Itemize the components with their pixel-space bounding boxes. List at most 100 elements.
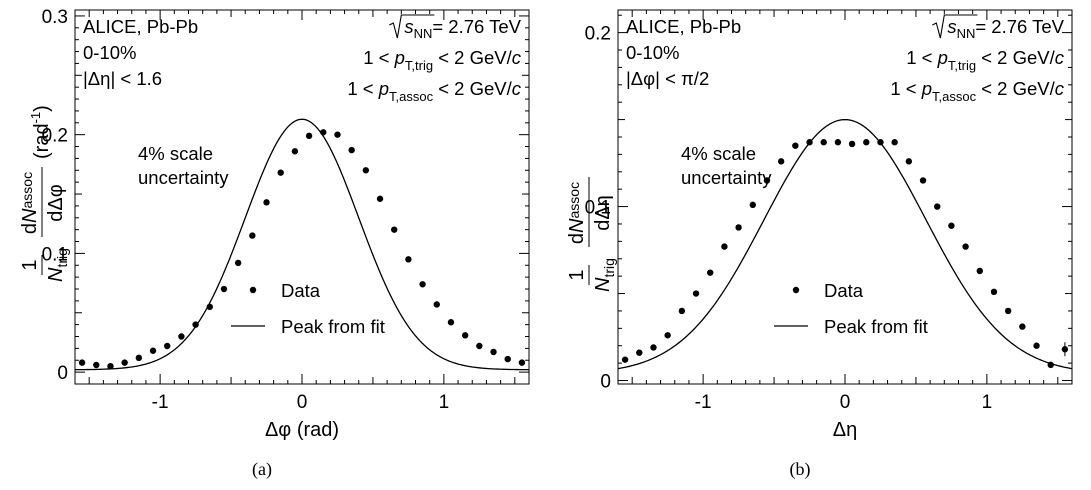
fit-curve xyxy=(617,118,1073,370)
scale-note-1-part: uncertainty xyxy=(681,167,772,188)
annotation-passoc-part: 1 < xyxy=(890,78,921,99)
y-tick-label: 0.2 xyxy=(585,24,611,45)
y-tick-label: 0.1 xyxy=(585,198,611,219)
annotation-ptrig: 1 < pT,trig < 2 GeV/c xyxy=(906,47,1065,73)
data-point xyxy=(650,344,657,351)
data-point xyxy=(391,226,398,233)
y-label-numerator-part: N xyxy=(19,208,41,223)
y-label-prefix: 1 xyxy=(19,259,41,270)
annotation-ptrig-part: T,trig xyxy=(405,58,433,73)
data-point xyxy=(692,290,700,297)
chart-panel-a: -1 0 1 0 0.1 0.2 0.3 ALICE, Pb-Pb 0-10% |Δη| < 1.… xyxy=(19,7,530,480)
data-point xyxy=(433,301,440,308)
data-point xyxy=(834,139,842,146)
data-point xyxy=(93,361,100,369)
scale-note-0-part: 4% scale xyxy=(681,143,756,164)
x-tick-label: 0 xyxy=(840,392,851,413)
y-label-numerator-part: assoc xyxy=(19,172,35,209)
sqrt-symbol xyxy=(932,14,978,39)
panel-caption-part: (b) xyxy=(790,459,811,480)
y-label-unit: (rad-1) xyxy=(28,105,53,159)
annotation-passoc: 1 < pT,assoc < 2 GeV/c xyxy=(890,78,1064,104)
fit-curve xyxy=(74,118,530,371)
sqrt-symbol xyxy=(389,14,435,39)
annotation-passoc-part: p xyxy=(921,78,932,99)
annotation-passoc-part: c xyxy=(1055,78,1065,99)
data-point xyxy=(777,158,785,165)
data-point xyxy=(863,139,870,146)
y-tick-label: 0.1 xyxy=(42,244,68,265)
data-point xyxy=(461,332,469,339)
data-point xyxy=(990,288,998,296)
data-point xyxy=(490,348,497,356)
scale-note-0: 4% scale xyxy=(681,143,756,164)
annotation-left-0-part: ALICE, Pb-Pb xyxy=(83,16,198,37)
y-label-unit-part: ) xyxy=(31,105,53,112)
legend-fit-label: Peak from fit xyxy=(281,316,385,337)
data-point xyxy=(735,224,742,231)
annotation-energy-part: = 2.76 TeV xyxy=(432,16,521,37)
annotation-ptrig-part: < 2 GeV/ xyxy=(433,47,513,68)
x-tick-label-part: 1 xyxy=(982,392,993,413)
legend-fit-label-part: Peak from fit xyxy=(824,316,928,337)
y-label-prefix-part: 1 xyxy=(19,259,41,270)
annotation-left-1-part: 0-10% xyxy=(626,42,679,63)
y-label-prefix: 1 xyxy=(566,269,588,280)
data-point xyxy=(334,131,341,138)
y-label-numerator: dNassoc xyxy=(19,172,41,234)
data-point xyxy=(178,333,185,340)
chart-panel-b: -1 0 1 0 0.1 0.2 ALICE, Pb-Pb 0-10% |Δφ| < π/2 =… xyxy=(566,9,1073,480)
data-point xyxy=(376,195,384,202)
data-point xyxy=(848,140,856,148)
data-point xyxy=(664,332,671,339)
data-point xyxy=(263,199,270,206)
x-axis-label: Δφ (rad) xyxy=(265,419,339,441)
data-point xyxy=(948,222,955,229)
x-tick-label-part: 1 xyxy=(439,392,450,413)
legend-data-label-part: Data xyxy=(824,280,864,301)
data-point xyxy=(905,158,913,165)
data-point xyxy=(78,359,86,366)
scale-note-1: uncertainty xyxy=(681,167,772,188)
annotation-passoc-part: p xyxy=(378,78,389,99)
annotation-ptrig-part: c xyxy=(512,47,522,68)
y-label-denominator-part: trig xyxy=(601,258,617,277)
annotation-left-1: 0-10% xyxy=(626,42,679,63)
annotation-sqrt-s-part: NN xyxy=(957,26,976,41)
x-tick-label: -1 xyxy=(152,392,169,413)
data-point xyxy=(721,243,728,250)
x-axis-label-part: Δη xyxy=(833,419,857,441)
data-point xyxy=(405,256,412,263)
annotation-energy: = 2.76 TeV xyxy=(975,16,1064,37)
x-tick-label: 0 xyxy=(297,392,308,413)
legend-fit-label-part: Peak from fit xyxy=(281,316,385,337)
data-point xyxy=(249,232,256,239)
data-point xyxy=(891,139,898,146)
y-label-denominator: Ntrig xyxy=(592,258,617,292)
legend-data-marker xyxy=(792,286,800,294)
annotation-ptrig: 1 < pT,trig < 2 GeV/c xyxy=(363,47,522,73)
annotation-ptrig-part: p xyxy=(394,47,405,68)
annotation-passoc: 1 < pT,assoc < 2 GeV/c xyxy=(347,78,521,104)
y-label-prefix-part: 1 xyxy=(566,269,588,280)
data-point xyxy=(121,359,128,366)
data-point xyxy=(447,319,455,326)
y-label-denominator: Ntrig xyxy=(45,248,70,282)
y-label-denominator-part: trig xyxy=(54,248,70,267)
panel-caption: (a) xyxy=(252,459,272,480)
x-tick-label-part: 0 xyxy=(297,392,308,413)
x-tick-label-part: -1 xyxy=(152,392,169,413)
x-tick-label-part: 0 xyxy=(840,392,851,413)
data-point xyxy=(518,359,526,366)
data-point xyxy=(1004,307,1012,315)
annotation-passoc-part: < 2 GeV/ xyxy=(976,78,1056,99)
annotation-passoc-part: < 2 GeV/ xyxy=(433,78,513,99)
data-point xyxy=(806,139,813,146)
data-point xyxy=(476,342,483,350)
y-tick-label-part: 0.1 xyxy=(42,244,68,265)
data-point xyxy=(149,347,157,354)
annotation-ptrig-part: 1 < xyxy=(906,47,937,68)
x-tick-label: -1 xyxy=(695,392,712,413)
data-point xyxy=(962,243,969,250)
